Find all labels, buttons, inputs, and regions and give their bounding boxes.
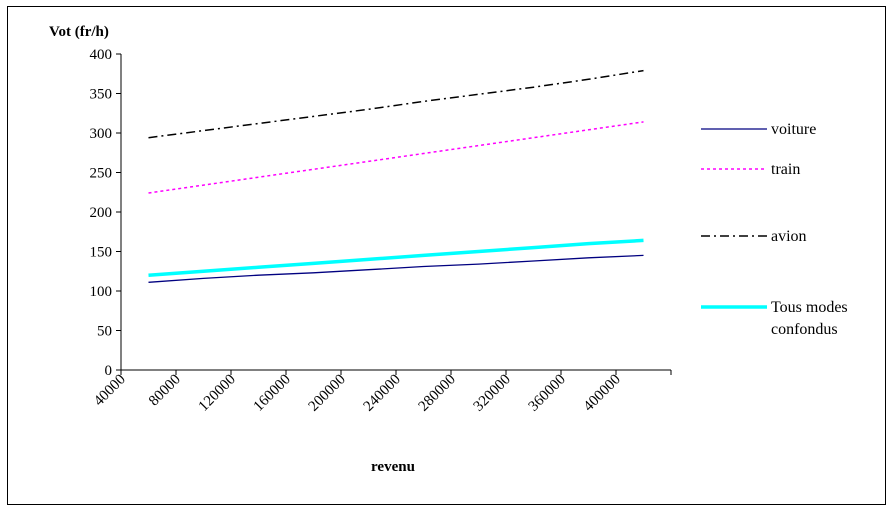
- x-tick-label: 160000: [251, 372, 294, 415]
- x-tick-label: 80000: [146, 372, 184, 410]
- series-line-avion: [148, 69, 644, 139]
- line-chart: Vot (fr/h) 0 50 100 150 200 250 300 350 400 40000…: [49, 24, 848, 475]
- legend-label-voiture: voiture: [771, 121, 816, 138]
- y-tick-label: 350: [90, 87, 113, 103]
- x-tick-label: 280000: [416, 372, 459, 415]
- series-line-voiture: [148, 254, 644, 283]
- y-tick-label: 200: [90, 205, 113, 221]
- y-tick-label: 100: [90, 284, 113, 300]
- x-tick-label: 120000: [196, 372, 239, 415]
- x-tick-label: 240000: [361, 372, 404, 415]
- x-axis-label: revenu: [371, 459, 415, 475]
- x-tick-label: 360000: [526, 372, 569, 415]
- series-line-train: [148, 121, 644, 194]
- y-tick-label: 150: [90, 245, 113, 261]
- x-tick-label: 400000: [581, 372, 624, 415]
- chart-frame: Vot (fr/h) 0 50 100 150 200 250 300 350 400 40000…: [7, 6, 886, 505]
- legend-label-tous-modes-confondus: Tous modes confondus: [771, 299, 848, 338]
- series-line-tous-modes-confondus: [148, 238, 644, 277]
- x-tick-label: 320000: [471, 372, 514, 415]
- y-tick-label: 250: [90, 166, 113, 182]
- y-tick-label: 400: [90, 47, 113, 63]
- y-tick-label: 300: [90, 126, 113, 142]
- x-tick-label: 200000: [306, 372, 349, 415]
- legend-label-avion: avion: [771, 228, 807, 245]
- legend-label-train: train: [771, 161, 800, 178]
- y-axis-label: Vot (fr/h): [49, 24, 109, 40]
- y-tick-label: 0: [105, 363, 113, 379]
- legend: voiture train avion Tous modes confondus: [701, 121, 848, 338]
- y-tick-label: 50: [97, 324, 112, 340]
